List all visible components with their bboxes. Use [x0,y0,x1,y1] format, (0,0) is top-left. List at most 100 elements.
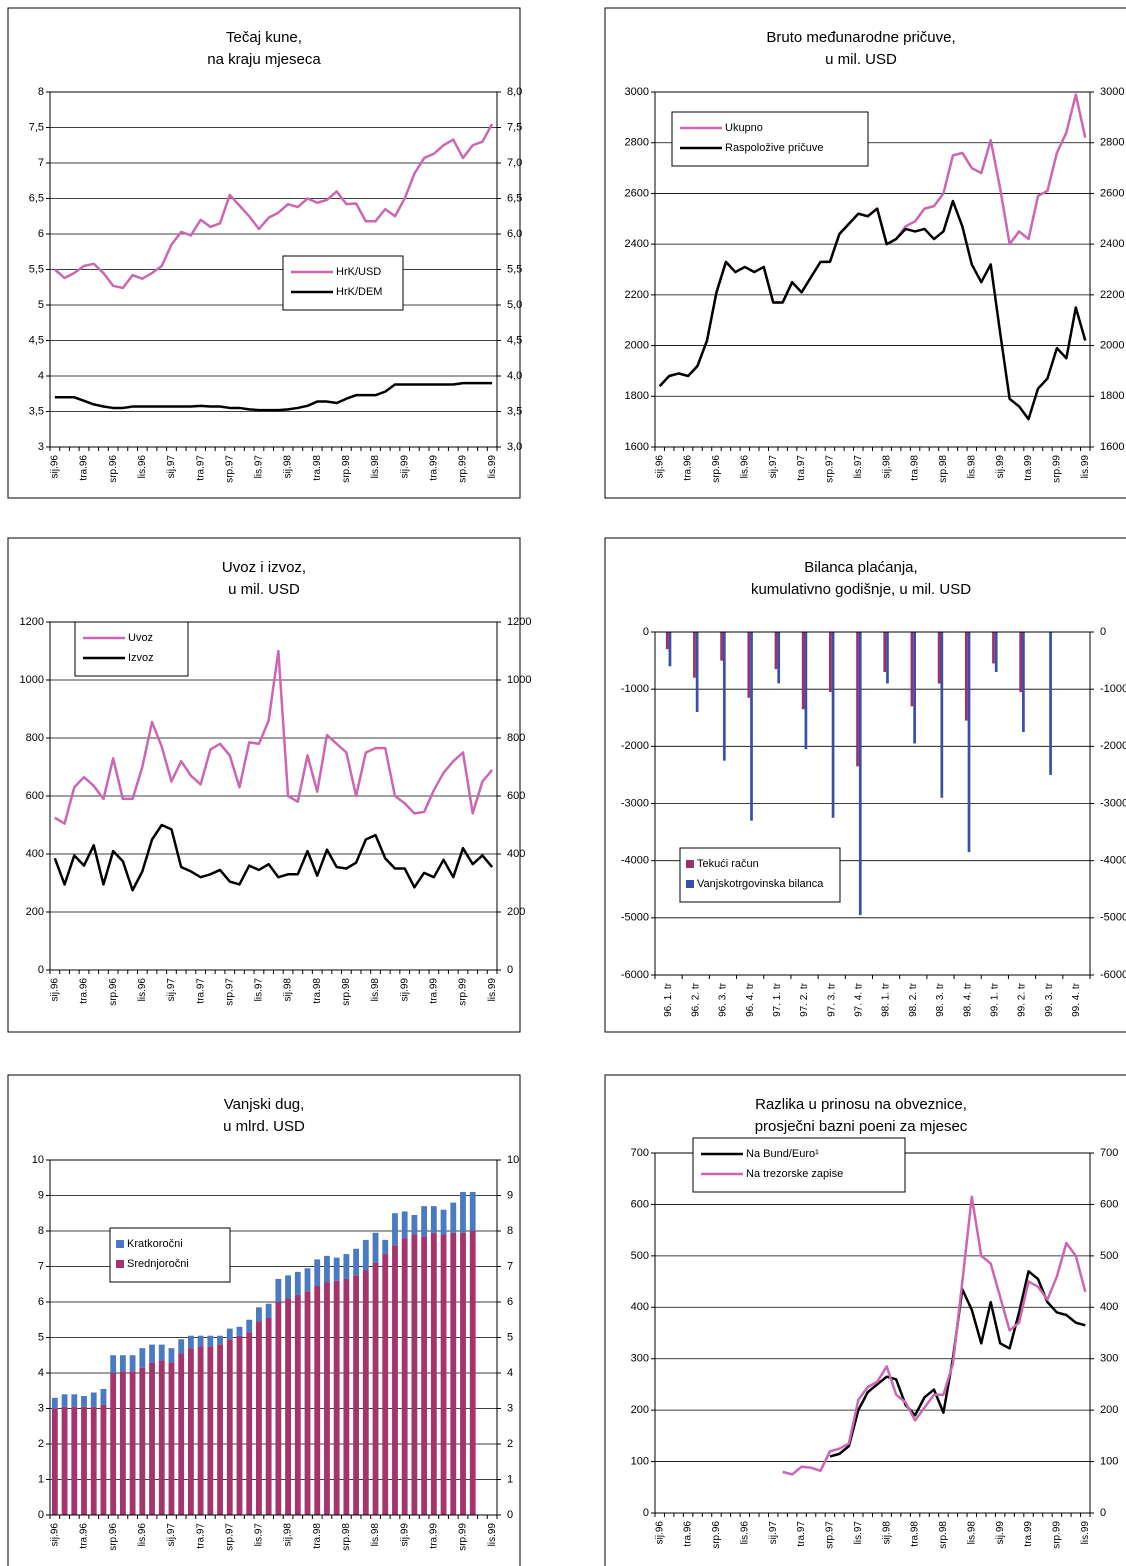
bar [149,1344,155,1363]
y-tick-label: 400 [631,1301,649,1313]
x-tick-label: srp.99 [1052,455,1063,483]
x-tick-label: lis.96 [137,455,148,479]
y-tick-label: 7 [38,157,44,169]
bar [665,632,669,650]
x-tick-label: sij.96 [49,455,60,479]
y-tick-label: 4,5 [29,334,44,346]
x-tick-label: sij.99 [399,1523,410,1547]
y-tick-label: 0 [38,1509,44,1521]
y-tick-label: -1000 [621,683,649,695]
plot-frame [49,621,498,971]
y-tick-label: 5 [38,299,44,311]
x-tick-label: sij.97 [166,455,177,479]
y-tick-label: 1000 [20,674,44,686]
chart-title: u mlrd. USD [223,1118,305,1135]
y2-tick-label: 3,0 [507,441,522,453]
y2-tick-label: 6,0 [507,228,522,240]
bar [61,1406,68,1515]
x-tick-label: srp.98 [341,978,352,1006]
legend-label: Na trezorske zapise [746,1168,843,1180]
y-tick-label: 200 [26,906,44,918]
bar [314,1286,321,1515]
y2-tick-label: 3 [507,1402,513,1414]
bar [61,1394,68,1407]
legend-label: Izvoz [128,652,154,664]
y-tick-label: 800 [26,732,44,744]
plot-frame [49,91,498,448]
bar [343,1254,350,1279]
bar [139,1348,146,1368]
x-tick-label: lis.97 [254,1523,265,1547]
legend-label: HrK/USD [336,266,381,278]
bar [168,1362,175,1515]
x-tick-label: lis.99 [1080,1521,1091,1545]
x-tick-label: tra.96 [683,1521,694,1547]
y2-tick-label: -4000 [1100,855,1126,867]
legend-label: Raspoložive pričuve [725,142,823,154]
x-tick-label: srp.99 [458,978,469,1006]
bar [187,1335,194,1349]
x-tick-label: sij.99 [399,978,410,1002]
chart-title: Tečaj kune, [226,29,302,46]
bar [1022,632,1025,733]
legend [282,255,404,311]
x-tick-label: lis.99 [487,1523,498,1547]
chart-title: Vanjski dug, [224,1096,305,1113]
legend-swatch [686,880,694,888]
legend-label: Srednjoročni [127,1258,189,1270]
bar [353,1275,360,1515]
bar [333,1257,340,1281]
chart-title: Uvoz i izvoz, [222,559,306,576]
legend [679,847,841,903]
x-tick-label: 99. 1. tr [989,982,1000,1017]
x-tick-label: sij.99 [995,455,1006,479]
x-tick-label: sij.96 [654,455,665,479]
x-tick-label: lis.99 [487,455,498,479]
x-tick-label: sij.99 [995,1521,1006,1545]
y2-tick-label: 400 [1100,1301,1118,1313]
bar [747,632,751,698]
y-tick-label: 2 [38,1438,44,1450]
bar [411,1215,418,1235]
y2-tick-label: -3000 [1100,797,1126,809]
y2-tick-label: 200 [507,906,525,918]
y-tick-label: 4 [38,370,44,382]
y-tick-label: 4 [38,1367,44,1379]
bar [81,1406,87,1515]
x-tick-label: tra.97 [796,455,807,481]
y-tick-label: 3,5 [29,405,44,417]
bar [110,1355,117,1373]
line-series [54,381,493,412]
y2-tick-label: 800 [507,732,525,744]
bar [401,1238,408,1515]
bar [129,1355,136,1372]
bar [695,632,699,713]
y2-tick-label: 2 [507,1438,513,1450]
x-tick-label: 97. 4. tr [854,982,865,1017]
chart-title: Razlika u prinosu na obveznice, [755,1096,967,1113]
x-tick-label: lis.97 [254,978,265,1002]
bar [440,1234,447,1515]
bar [100,1388,107,1405]
x-tick-label: srp.96 [711,1521,722,1549]
bar [392,1213,398,1246]
bar [119,1371,126,1515]
y-tick-label: 700 [631,1147,649,1159]
bar [294,1271,301,1295]
y-tick-label: 5,5 [29,263,44,275]
x-tick-label: lis.98 [966,455,977,479]
bar [913,632,916,744]
y2-tick-label: 1800 [1100,390,1124,402]
x-tick-label: 97. 2. tr [799,982,810,1017]
y-tick-label: 0 [643,1507,649,1519]
bar [774,632,778,670]
x-tick-label: tra.98 [312,1523,323,1549]
bar [285,1275,291,1299]
bar [256,1307,262,1322]
y2-tick-label: 6,5 [507,192,522,204]
bar [777,632,781,684]
bar [372,1262,379,1515]
legend [109,1227,231,1283]
bar [353,1248,360,1276]
y-tick-label: -2000 [621,740,649,752]
